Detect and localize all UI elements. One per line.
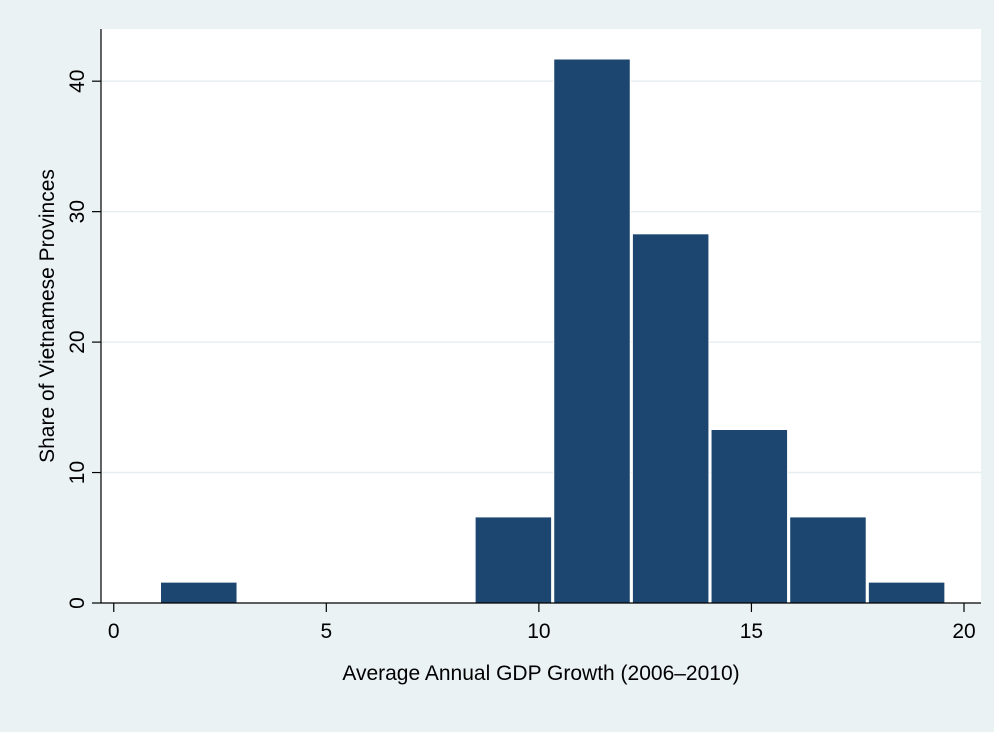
y-ticks: 0 10 20 30 40 bbox=[66, 70, 101, 609]
y-tick-label-20: 20 bbox=[66, 330, 89, 353]
x-tick-label-20: 20 bbox=[952, 620, 975, 643]
histogram-bar-7 bbox=[867, 581, 946, 604]
histogram-bar-1 bbox=[160, 581, 238, 604]
x-tick-label-10: 10 bbox=[527, 620, 550, 643]
grid-lines bbox=[101, 80, 981, 474]
x-axis-label: Average Annual GDP Growth (2006–2010) bbox=[342, 662, 739, 685]
histogram-bar-3 bbox=[553, 58, 631, 604]
y-tick-label-10: 10 bbox=[66, 461, 89, 484]
y-tick-label-40: 40 bbox=[66, 70, 89, 93]
axes bbox=[100, 29, 981, 604]
x-tick-label-15: 15 bbox=[740, 620, 763, 643]
x-tick-label-0: 0 bbox=[108, 620, 120, 643]
x-tick-label-5: 5 bbox=[320, 620, 332, 643]
histogram-bar-4 bbox=[631, 233, 710, 604]
histogram-bar-6 bbox=[789, 516, 867, 604]
y-tick-label-30: 30 bbox=[66, 200, 89, 223]
plot-area bbox=[101, 29, 981, 603]
y-axis-label: Share of Vietnamese Provinces bbox=[36, 169, 59, 463]
histogram-bar-5 bbox=[710, 428, 789, 604]
x-ticks: 0 5 10 15 20 bbox=[108, 603, 976, 643]
histogram-bar-2 bbox=[474, 516, 553, 604]
y-tick-label-0: 0 bbox=[66, 597, 89, 609]
